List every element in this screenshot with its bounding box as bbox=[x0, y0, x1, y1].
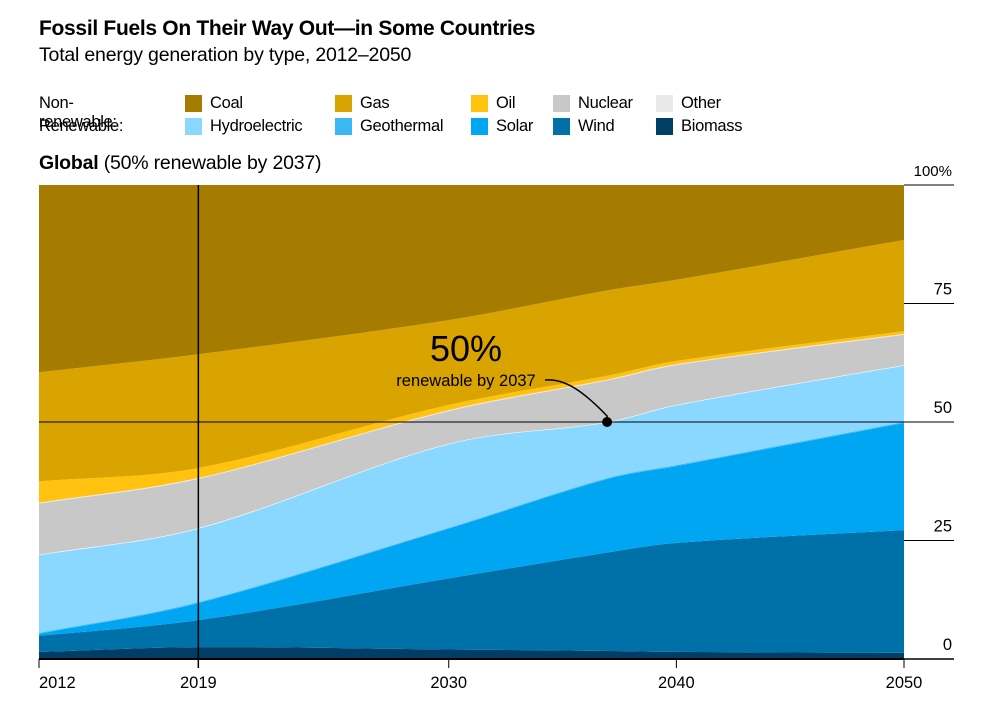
legend-item-hydroelectric: Hydroelectric bbox=[185, 117, 303, 136]
legend-label: Coal bbox=[210, 94, 243, 112]
area-biomass bbox=[39, 647, 904, 659]
legend-group-label: Renewable: bbox=[39, 117, 124, 135]
legend-label: Geothermal bbox=[360, 117, 444, 135]
area-layers bbox=[38, 185, 905, 659]
legend-item-gas: Gas bbox=[335, 94, 390, 113]
x-axis: 2012 2019 2030 2040 2050 bbox=[38, 659, 923, 692]
legend-swatch bbox=[185, 118, 202, 135]
legend-label: Wind bbox=[578, 117, 615, 135]
legend-label: Other bbox=[681, 94, 721, 112]
legend-swatch bbox=[553, 118, 570, 135]
legend-swatch bbox=[471, 118, 488, 135]
area-hydroelectric bbox=[39, 365, 904, 633]
legend-item-oil: Oil bbox=[471, 94, 516, 113]
legend-item-nuclear: Nuclear bbox=[553, 94, 633, 113]
section-title-rest: (50% renewable by 2037) bbox=[98, 152, 322, 174]
legend-item-solar: Solar bbox=[471, 117, 533, 136]
annotation-group: 50% renewable by 2037 bbox=[396, 328, 613, 427]
annotation-marker bbox=[602, 417, 613, 427]
section-title: Global (50% renewable by 2037) bbox=[39, 152, 322, 175]
legend-label: Biomass bbox=[681, 117, 743, 135]
y-tick-label: 100% bbox=[914, 163, 952, 180]
y-tick-label: 75 bbox=[934, 281, 952, 299]
area-nuclear bbox=[39, 334, 904, 555]
x-tick-label: 2012 bbox=[39, 674, 76, 692]
grid-lines bbox=[39, 184, 954, 668]
x-tick-label: 2050 bbox=[886, 674, 923, 692]
area-solar bbox=[39, 422, 904, 636]
x-tick-label: 2019 bbox=[180, 674, 217, 692]
legend-swatch bbox=[335, 118, 352, 135]
legend-swatch bbox=[656, 118, 673, 135]
annotation-leader-line bbox=[544, 379, 608, 422]
y-tick-label: 25 bbox=[934, 518, 952, 536]
legend-swatch bbox=[471, 95, 488, 112]
annotation-value: 50% bbox=[430, 328, 502, 369]
y-axis-labels: 0 25 50 75 100% bbox=[914, 163, 952, 654]
legend-item-coal: Coal bbox=[185, 94, 243, 113]
legend-label: Nuclear bbox=[578, 94, 633, 112]
area-oil bbox=[39, 330, 904, 503]
legend-item-geothermal: Geothermal bbox=[335, 117, 444, 136]
legend-item-other: Other bbox=[656, 94, 721, 113]
x-tick-label: 2040 bbox=[658, 674, 695, 692]
chart-subtitle: Total energy generation by type, 2012–20… bbox=[39, 44, 412, 66]
area-coal bbox=[39, 185, 904, 373]
legend-group-label: Non-renewable: bbox=[39, 94, 117, 131]
area-wind bbox=[39, 530, 904, 653]
legend-label: Hydroelectric bbox=[210, 117, 303, 135]
legend-swatch bbox=[656, 95, 673, 112]
area-gas bbox=[39, 239, 904, 482]
legend-item-wind: Wind bbox=[553, 117, 615, 136]
y-tick-label: 0 bbox=[943, 636, 952, 654]
legend-label: Gas bbox=[360, 94, 390, 112]
legend-swatch bbox=[185, 95, 202, 112]
legend-swatch bbox=[335, 95, 352, 112]
legend-label: Solar bbox=[496, 117, 534, 135]
legend-item-biomass: Biomass bbox=[656, 117, 742, 136]
y-tick-label: 50 bbox=[934, 399, 952, 417]
x-tick-label: 2030 bbox=[430, 674, 467, 692]
legend-label: Oil bbox=[496, 94, 516, 112]
section-title-bold: Global bbox=[39, 152, 99, 174]
legend-swatch bbox=[553, 95, 570, 112]
annotation-text: renewable by 2037 bbox=[396, 372, 535, 390]
chart-title: Fossil Fuels On Their Way Out—in Some Co… bbox=[39, 17, 536, 40]
